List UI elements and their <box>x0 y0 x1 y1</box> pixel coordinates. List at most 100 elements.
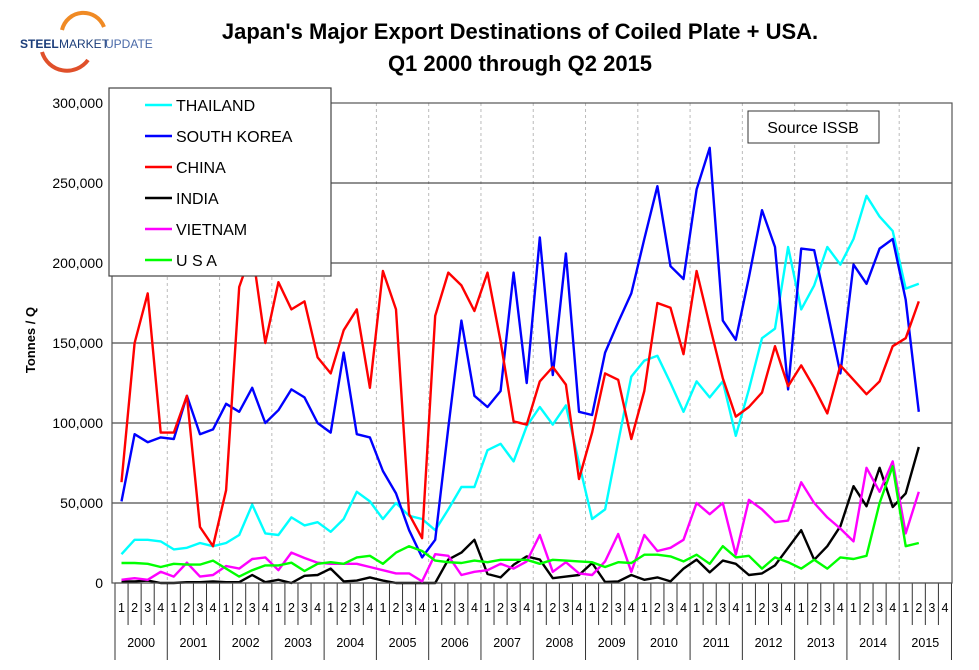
year-label: 2009 <box>598 636 626 650</box>
y-tick-label: 300,000 <box>52 95 103 111</box>
legend-label: THAILAND <box>176 98 255 115</box>
legend-label: SOUTH KOREA <box>176 129 293 146</box>
source-text: Source ISSB <box>767 120 859 137</box>
quarter-label: 1 <box>118 601 125 615</box>
series-line-u-s-a <box>121 465 920 578</box>
quarter-label: 3 <box>249 601 256 615</box>
quarter-label: 4 <box>941 601 948 615</box>
quarter-label: 3 <box>353 601 360 615</box>
quarter-label: 3 <box>772 601 779 615</box>
year-label: 2006 <box>441 636 469 650</box>
year-label: 2012 <box>755 636 783 650</box>
quarter-label: 2 <box>811 601 818 615</box>
quarter-label: 4 <box>785 601 792 615</box>
quarter-label: 2 <box>288 601 295 615</box>
plot-frame <box>111 102 953 584</box>
legend-box <box>108 87 332 277</box>
legend: THAILAND SOUTH KOREA CHINA INDIA VIETNAM U S … <box>108 87 332 277</box>
quarter-label: 1 <box>379 601 386 615</box>
y-axis-ticks: 0 50,000 100,000 150,000 200,000 250,000 300,0… <box>52 95 103 591</box>
year-label: 2014 <box>859 636 887 650</box>
quarter-label: 1 <box>536 601 543 615</box>
series-line-thailand <box>120 194 920 556</box>
year-label: 2005 <box>389 636 417 650</box>
source-box <box>747 110 880 144</box>
series-line-vietnam <box>121 460 920 583</box>
quarter-label: 3 <box>144 601 151 615</box>
quarter-label: 4 <box>889 601 896 615</box>
year-label: 2007 <box>493 636 521 650</box>
quarter-label: 4 <box>366 601 373 615</box>
quarter-label: 1 <box>275 601 282 615</box>
quarter-label: 4 <box>628 601 635 615</box>
quarter-label: 2 <box>497 601 504 615</box>
logo-text-market: MARKET <box>59 37 110 51</box>
quarter-label: 3 <box>667 601 674 615</box>
quarter-label: 4 <box>262 601 269 615</box>
y-tick-label: 0 <box>95 575 103 591</box>
quarter-label: 3 <box>824 601 831 615</box>
steel-market-update-logo: STEEL MARKET UPDATE <box>20 10 153 73</box>
quarter-label: 4 <box>419 601 426 615</box>
quarter-label: 4 <box>157 601 164 615</box>
quarter-label: 3 <box>562 601 569 615</box>
quarter-label: 3 <box>876 601 883 615</box>
legend-label: INDIA <box>176 191 219 208</box>
quarter-label: 1 <box>589 601 596 615</box>
year-label: 2008 <box>545 636 573 650</box>
year-label: 2013 <box>807 636 835 650</box>
quarter-label: 3 <box>406 601 413 615</box>
year-label: 2000 <box>127 636 155 650</box>
quarter-label: 1 <box>170 601 177 615</box>
legend-label: U S A <box>176 253 217 270</box>
quarter-label: 1 <box>484 601 491 615</box>
quarter-label: 2 <box>183 601 190 615</box>
quarter-label: 2 <box>863 601 870 615</box>
y-tick-label: 100,000 <box>52 415 103 431</box>
quarter-label: 2 <box>340 601 347 615</box>
quarter-label: 2 <box>445 601 452 615</box>
quarter-label: 3 <box>301 601 308 615</box>
year-label: 2002 <box>232 636 260 650</box>
year-label: 2004 <box>336 636 364 650</box>
year-label: 2003 <box>284 636 312 650</box>
quarter-label: 1 <box>641 601 648 615</box>
quarter-label: 2 <box>654 601 661 615</box>
quarter-label: 4 <box>576 601 583 615</box>
y-tick-label: 150,000 <box>52 335 103 351</box>
gridlines <box>112 103 952 583</box>
quarter-label: 3 <box>719 601 726 615</box>
quarter-label: 1 <box>902 601 909 615</box>
quarter-label: 4 <box>314 601 321 615</box>
quarter-label: 4 <box>210 601 217 615</box>
series-line-india <box>121 446 920 585</box>
quarter-label: 2 <box>602 601 609 615</box>
quarter-label: 2 <box>236 601 243 615</box>
quarter-label: 3 <box>928 601 935 615</box>
quarter-label: 1 <box>693 601 700 615</box>
year-label: 2015 <box>911 636 939 650</box>
quarter-label: 1 <box>850 601 857 615</box>
quarter-label: 2 <box>393 601 400 615</box>
quarter-label: 1 <box>798 601 805 615</box>
quarter-label: 4 <box>837 601 844 615</box>
quarter-label: 3 <box>615 601 622 615</box>
quarter-label: 1 <box>432 601 439 615</box>
legend-label: CHINA <box>176 160 226 177</box>
quarter-label: 2 <box>706 601 713 615</box>
source-annotation: Source ISSB <box>747 110 880 144</box>
quarter-label: 2 <box>131 601 138 615</box>
logo-text-steel: STEEL <box>20 37 59 51</box>
quarter-label: 1 <box>223 601 230 615</box>
quarter-label: 4 <box>523 601 530 615</box>
y-tick-label: 50,000 <box>60 495 103 511</box>
quarter-label: 4 <box>732 601 739 615</box>
quarter-label: 3 <box>458 601 465 615</box>
year-label: 2010 <box>650 636 678 650</box>
quarter-label: 2 <box>758 601 765 615</box>
quarter-label: 3 <box>510 601 517 615</box>
chart-subtitle: Q1 2000 through Q2 2015 <box>388 51 652 76</box>
quarter-label: 2 <box>549 601 556 615</box>
